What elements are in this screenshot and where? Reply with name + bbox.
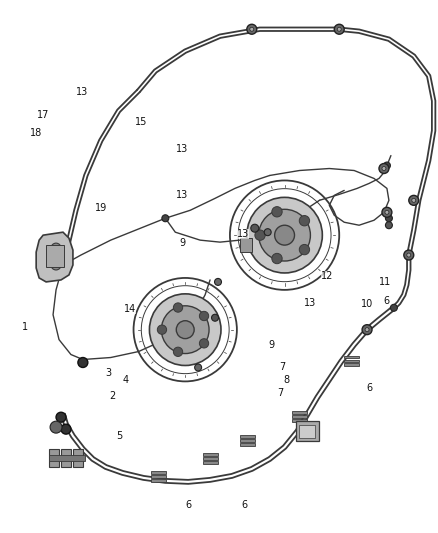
Circle shape	[61, 424, 71, 434]
Text: 1: 1	[22, 322, 28, 333]
Circle shape	[379, 164, 389, 173]
Circle shape	[362, 325, 372, 335]
Bar	[344, 360, 359, 362]
Circle shape	[173, 347, 183, 357]
Bar	[203, 461, 218, 464]
Circle shape	[247, 25, 257, 34]
Circle shape	[250, 27, 254, 31]
Circle shape	[161, 306, 209, 353]
Text: 13: 13	[304, 297, 317, 308]
Text: 8: 8	[283, 375, 290, 385]
Bar	[73, 449, 83, 467]
Circle shape	[50, 421, 62, 433]
Circle shape	[251, 224, 259, 232]
Circle shape	[247, 197, 322, 273]
Text: 13: 13	[237, 229, 249, 239]
Circle shape	[215, 278, 222, 285]
Circle shape	[173, 303, 183, 312]
Circle shape	[404, 250, 414, 260]
Bar	[292, 415, 307, 418]
Circle shape	[334, 25, 344, 34]
Circle shape	[390, 304, 397, 311]
Circle shape	[412, 198, 416, 203]
Text: 9: 9	[179, 238, 185, 248]
Text: 10: 10	[361, 298, 373, 309]
Circle shape	[299, 245, 310, 255]
Text: 13: 13	[176, 190, 188, 200]
Bar	[344, 364, 359, 366]
Circle shape	[272, 207, 282, 217]
Bar	[292, 419, 307, 422]
Circle shape	[157, 325, 166, 334]
Circle shape	[56, 412, 66, 422]
Circle shape	[194, 364, 201, 371]
Circle shape	[407, 253, 411, 257]
Polygon shape	[36, 232, 73, 282]
Bar	[344, 356, 359, 358]
Bar	[61, 449, 71, 467]
Circle shape	[385, 211, 389, 214]
Text: 4: 4	[122, 375, 128, 385]
Text: 3: 3	[105, 368, 111, 377]
Text: 6: 6	[185, 500, 191, 510]
Text: 14: 14	[124, 304, 136, 314]
Text: 9: 9	[268, 340, 274, 350]
Circle shape	[51, 243, 61, 253]
Bar	[203, 457, 218, 460]
Bar	[151, 475, 166, 478]
Text: 13: 13	[76, 86, 88, 96]
Circle shape	[255, 230, 265, 240]
Bar	[296, 421, 319, 441]
Circle shape	[199, 338, 208, 348]
Circle shape	[382, 207, 392, 217]
Text: 7: 7	[279, 362, 285, 372]
Circle shape	[51, 260, 61, 270]
Text: 13: 13	[176, 144, 188, 154]
Text: 2: 2	[109, 391, 116, 401]
Circle shape	[383, 162, 390, 169]
Polygon shape	[240, 238, 252, 252]
Circle shape	[212, 314, 219, 321]
Circle shape	[264, 229, 271, 236]
Bar	[292, 411, 307, 414]
Circle shape	[162, 215, 169, 222]
Circle shape	[78, 358, 88, 367]
Circle shape	[365, 328, 369, 332]
Circle shape	[176, 321, 194, 338]
Circle shape	[409, 196, 419, 205]
Bar	[151, 471, 166, 474]
Bar	[46, 245, 64, 267]
Circle shape	[385, 215, 392, 222]
Circle shape	[259, 209, 311, 261]
Circle shape	[385, 222, 392, 229]
Bar	[151, 479, 166, 482]
Text: 11: 11	[379, 277, 392, 287]
Circle shape	[199, 311, 208, 321]
Text: 18: 18	[30, 128, 42, 138]
Text: 12: 12	[321, 271, 333, 281]
Bar	[240, 439, 255, 442]
Text: 7: 7	[277, 387, 283, 398]
Text: 17: 17	[36, 110, 49, 120]
Circle shape	[275, 225, 294, 245]
Bar	[49, 449, 59, 467]
Circle shape	[299, 215, 310, 226]
Circle shape	[382, 166, 386, 171]
Bar	[300, 424, 315, 438]
Bar	[203, 453, 218, 456]
Text: 6: 6	[384, 296, 390, 306]
Text: 6: 6	[366, 383, 372, 393]
Text: 5: 5	[116, 431, 122, 441]
Circle shape	[149, 294, 221, 366]
Bar	[240, 443, 255, 446]
Circle shape	[272, 253, 282, 264]
Text: 6: 6	[241, 500, 247, 510]
Bar	[49, 455, 85, 461]
Bar	[240, 435, 255, 438]
Text: 15: 15	[134, 117, 147, 127]
Circle shape	[337, 27, 341, 31]
Text: 19: 19	[95, 203, 108, 213]
